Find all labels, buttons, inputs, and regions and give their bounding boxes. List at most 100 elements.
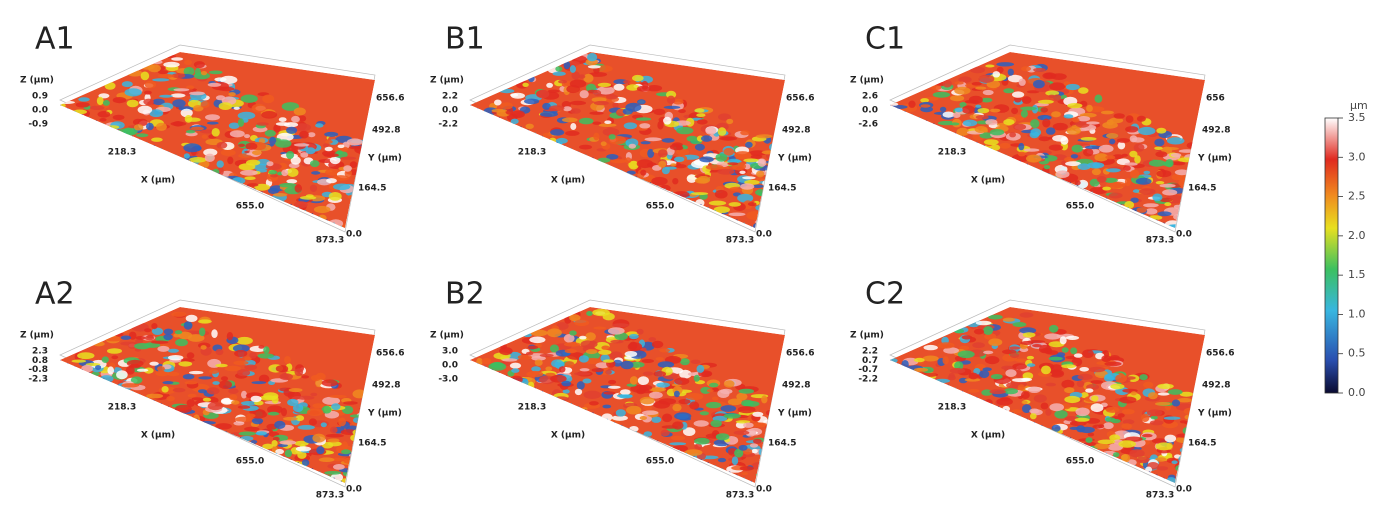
surface-texture [202,397,212,402]
surface-texture [734,151,752,160]
surface-texture [279,387,292,392]
surface-texture [920,104,931,108]
surface-texture [699,411,709,416]
surface-texture [360,177,373,183]
surface-texture [178,358,195,363]
surface-texture [563,60,571,70]
z-axis-label: Z (μm) [20,76,54,86]
surface-texture [193,414,200,424]
surface-texture [693,374,700,382]
surface-texture [1188,166,1196,173]
surface-spike [713,210,718,228]
surface-texture [116,370,128,380]
surface-texture [781,423,785,431]
surface-texture [291,115,300,123]
surface-spike [903,366,908,384]
surface-texture [157,366,165,372]
surface-spike [138,138,143,148]
surface-texture [753,438,762,444]
surface-texture [672,403,682,412]
surface-texture [1204,430,1205,435]
surface-texture [740,130,750,136]
colorbar-tick-label: 2.0 [1348,229,1366,242]
surface-texture [155,122,167,131]
surface-texture [579,144,592,150]
surface-spike [989,148,994,164]
surface-texture [809,441,820,445]
surface-texture [1092,424,1103,429]
surface-texture [389,420,406,428]
surface-texture [244,426,260,432]
surface-texture [675,148,690,156]
surface-texture [361,206,371,215]
surface-texture [651,416,662,423]
surface-spike [275,452,279,462]
surface-texture [373,171,375,178]
surface-texture [347,194,363,200]
surface-texture [775,170,785,177]
z-tick-label: -2.6 [858,120,878,130]
surface-texture [658,398,677,405]
x-axis-label: X (μm) [971,431,1005,441]
surface-spike [968,393,973,411]
x-tick-label: 655.0 [646,457,674,467]
surface-texture [1223,436,1236,442]
surface-texture [1164,220,1181,228]
surface-spike [910,114,915,127]
surface-texture [578,117,594,125]
surface-texture [333,464,345,470]
surface-texture [978,74,995,83]
surface-texture [662,413,673,423]
surface-texture [294,184,302,193]
surface-texture [1033,79,1045,89]
surface-texture [1157,392,1170,396]
surface-texture [585,349,598,355]
surface-texture [173,88,190,92]
surface-texture [606,154,619,160]
surface-spike [555,396,560,407]
surface-texture [1041,365,1051,375]
surface-spike [1018,160,1023,172]
surface-texture [510,118,519,125]
surface-texture [1206,197,1223,203]
surface-texture [1061,379,1075,389]
surface-texture [394,423,402,430]
surface-texture [107,125,120,129]
surface-texture [275,139,292,148]
surface-spike [946,129,951,142]
surface-texture [1090,380,1104,384]
surface-spike [932,378,937,393]
surface-texture [720,388,733,395]
surface-texture [1192,456,1205,461]
surface-texture [1130,391,1137,396]
surface-texture [814,420,821,423]
surface-texture [1040,107,1048,113]
surface-texture [723,380,735,388]
surface-texture [1204,403,1205,407]
surface-texture [1064,387,1075,394]
surface-texture [1082,349,1094,358]
surface-texture [370,196,375,200]
surface-texture [1124,178,1131,187]
surface-texture [332,175,350,181]
surface-texture [546,328,562,338]
surface-texture [346,138,363,146]
surface-texture [1048,356,1063,361]
surface-spike [649,182,653,200]
surface-texture [375,420,384,427]
surface-texture [1209,177,1224,182]
box-outline [889,299,1206,488]
surface-texture [386,444,396,453]
surface-texture [284,449,292,458]
surface-texture [157,345,170,352]
surface-texture [325,433,344,438]
surface-texture [72,109,88,115]
surface-texture [694,177,709,184]
surface-spike [123,132,128,148]
surface-texture [771,174,785,180]
surface-texture [1030,119,1040,129]
surface-texture [1129,135,1138,143]
surface-texture [510,93,519,97]
surface-texture [1006,382,1021,389]
surface-texture [290,156,301,165]
